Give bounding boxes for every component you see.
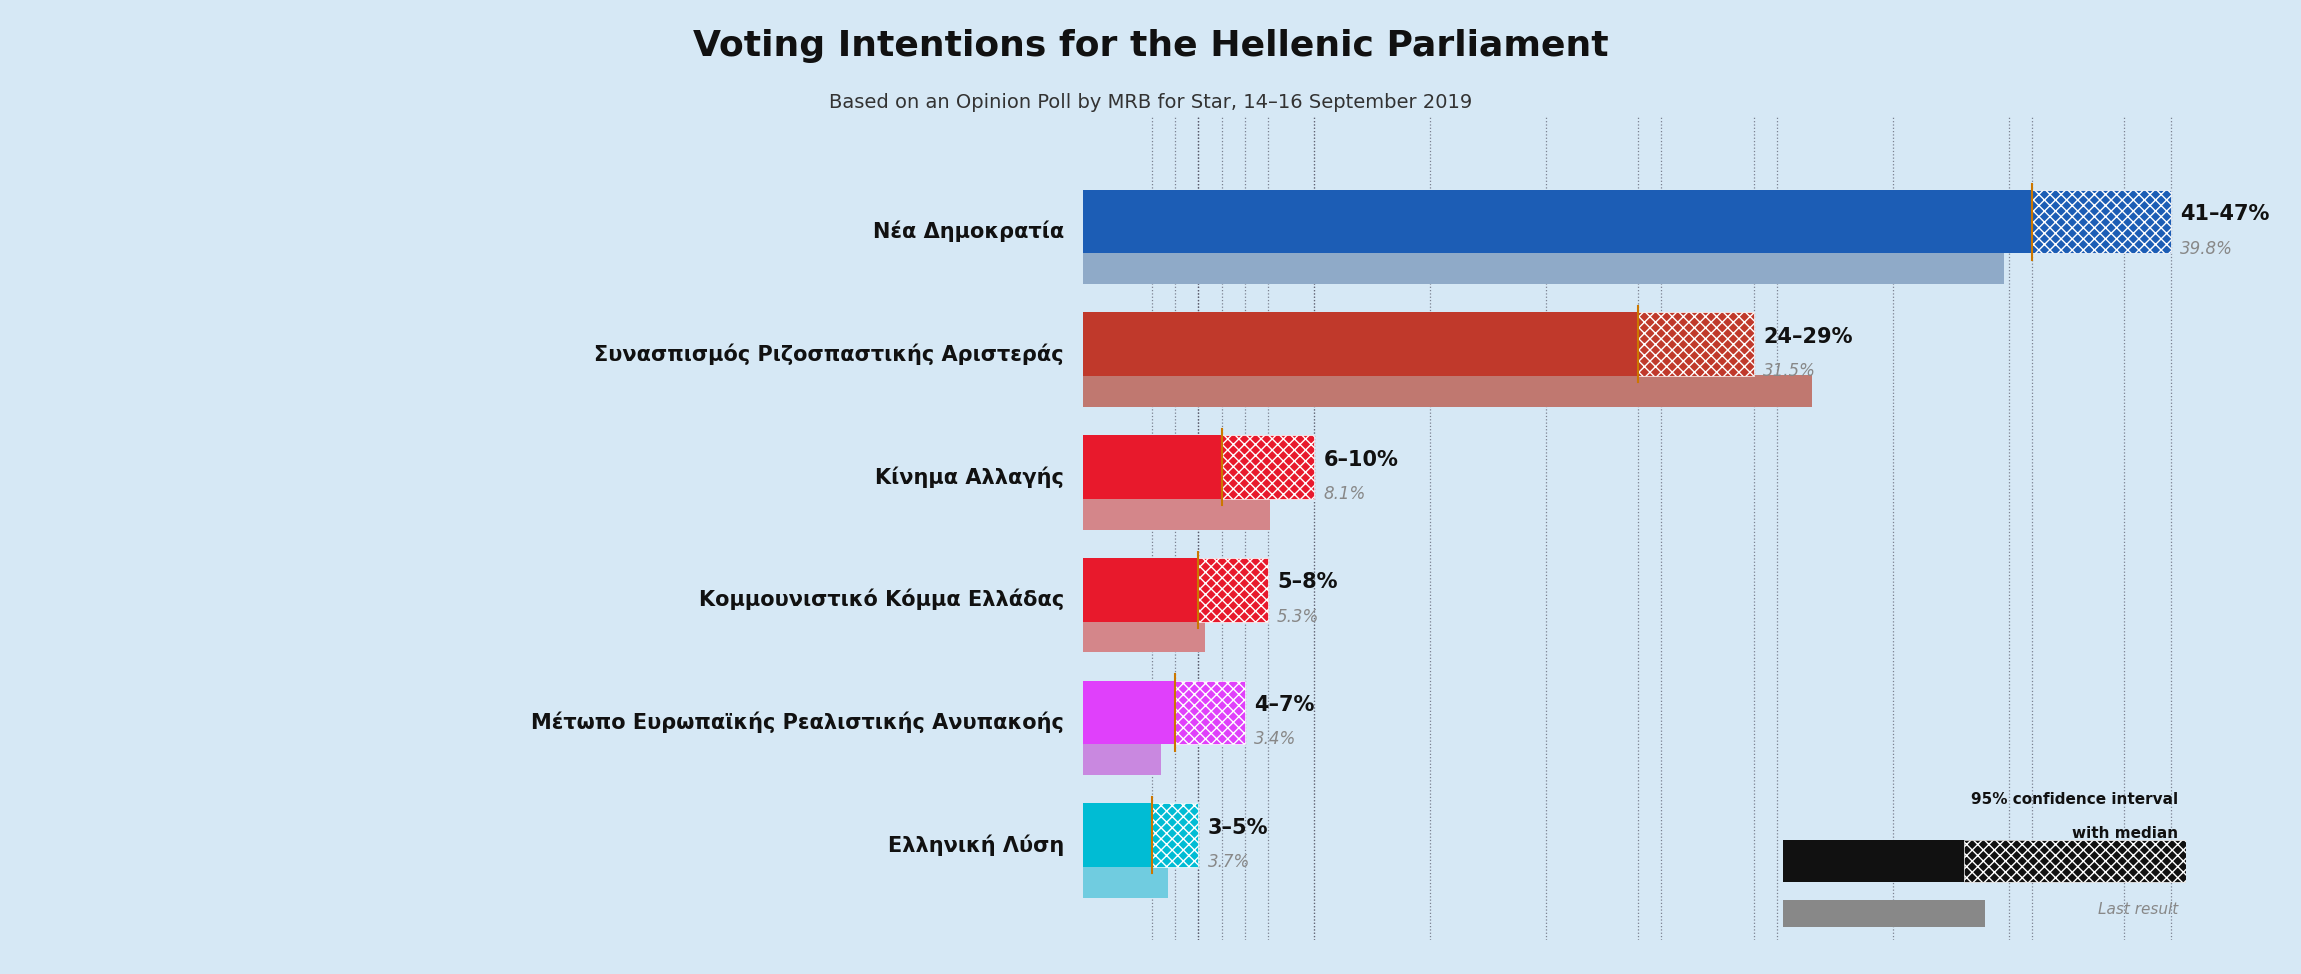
Text: 6–10%: 6–10% bbox=[1323, 450, 1399, 469]
Text: Νέα Δημοκρατία: Νέα Δημοκρατία bbox=[872, 221, 1063, 243]
Bar bbox=[1084, 620, 1206, 653]
Bar bbox=[1084, 190, 2032, 253]
Text: 5–8%: 5–8% bbox=[1277, 573, 1337, 592]
Text: 3–5%: 3–5% bbox=[1208, 818, 1268, 838]
Bar bbox=[1176, 681, 1245, 744]
Bar bbox=[1084, 558, 1199, 621]
Bar bbox=[1084, 252, 2004, 284]
Text: with median: with median bbox=[2071, 826, 2177, 842]
Text: 5.3%: 5.3% bbox=[1277, 608, 1318, 625]
Bar bbox=[1965, 840, 2186, 882]
Text: 3.4%: 3.4% bbox=[1254, 730, 1295, 748]
Bar bbox=[1084, 866, 1169, 898]
Text: Κομμουνιστικό Κόμμα Ελλάδας: Κομμουνιστικό Κόμμα Ελλάδας bbox=[700, 589, 1063, 611]
Text: 24–29%: 24–29% bbox=[1763, 327, 1852, 347]
Text: Κίνημα Αλλαγής: Κίνημα Αλλαγής bbox=[874, 467, 1063, 488]
Text: 8.1%: 8.1% bbox=[1323, 485, 1364, 503]
Bar bbox=[1222, 435, 1314, 499]
Bar bbox=[1084, 375, 1811, 407]
Bar bbox=[2032, 190, 2170, 253]
Bar bbox=[1153, 804, 1199, 867]
Text: Last result: Last result bbox=[2099, 902, 2177, 917]
Text: Μέτωπο Ευρωπαϊκής Ρεαλιστικής Ανυπακοής: Μέτωπο Ευρωπαϊκής Ρεαλιστικής Ανυπακοής bbox=[532, 712, 1063, 733]
Bar bbox=[1084, 681, 1176, 744]
Bar bbox=[1084, 435, 1222, 499]
Bar bbox=[1084, 804, 1153, 867]
Text: Based on an Opinion Poll by MRB for Star, 14–16 September 2019: Based on an Opinion Poll by MRB for Star… bbox=[828, 93, 1473, 112]
Bar bbox=[1084, 498, 1270, 530]
Text: 95% confidence interval: 95% confidence interval bbox=[1970, 792, 2177, 806]
Text: 4–7%: 4–7% bbox=[1254, 695, 1314, 715]
Bar bbox=[1199, 558, 1268, 621]
Bar bbox=[1084, 743, 1162, 775]
Bar bbox=[1783, 840, 2025, 882]
Text: 31.5%: 31.5% bbox=[1763, 362, 1815, 380]
Text: Ελληνική Λύση: Ελληνική Λύση bbox=[888, 835, 1063, 856]
Text: 39.8%: 39.8% bbox=[2179, 240, 2232, 257]
Text: 3.7%: 3.7% bbox=[1208, 853, 1249, 871]
Bar bbox=[1638, 313, 1753, 376]
Bar bbox=[1084, 313, 1638, 376]
Bar bbox=[1783, 900, 1983, 927]
Text: Συνασπισμός Ριζοσπαστικής Αριστεράς: Συνασπισμός Ριζοσπαστικής Αριστεράς bbox=[594, 344, 1063, 365]
Text: 41–47%: 41–47% bbox=[2179, 205, 2269, 224]
Text: Voting Intentions for the Hellenic Parliament: Voting Intentions for the Hellenic Parli… bbox=[693, 29, 1608, 63]
